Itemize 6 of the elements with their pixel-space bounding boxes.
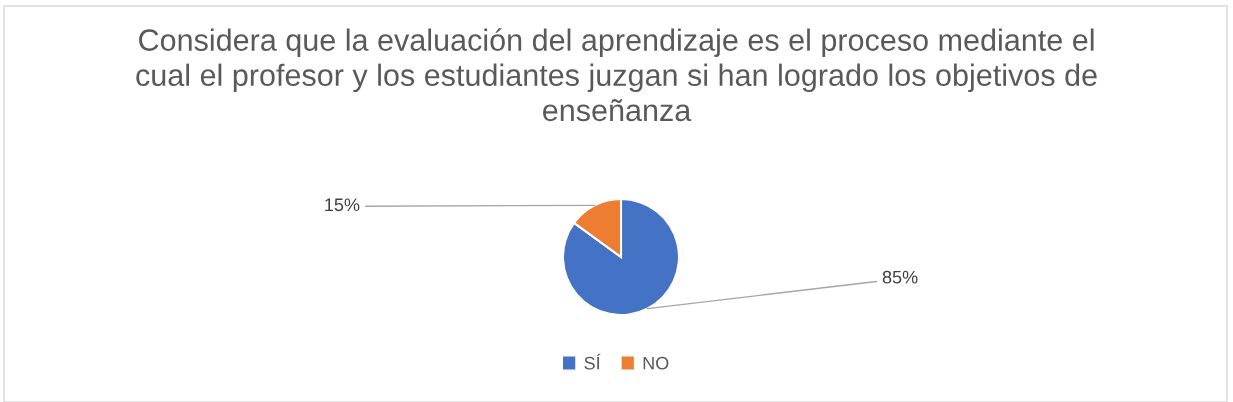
legend-label: SÍ [584,353,601,370]
data-label: 85% [882,270,918,284]
pie-slice [561,197,681,317]
chart-title: Considera que la evaluación del aprendizaje es el proceso mediante el cual el profesor y los estudiantes juzgan si han logrado los objetivos de enseñanza [136,28,1097,122]
data-label: 15% [325,198,360,212]
legend-label: NO [643,356,669,370]
